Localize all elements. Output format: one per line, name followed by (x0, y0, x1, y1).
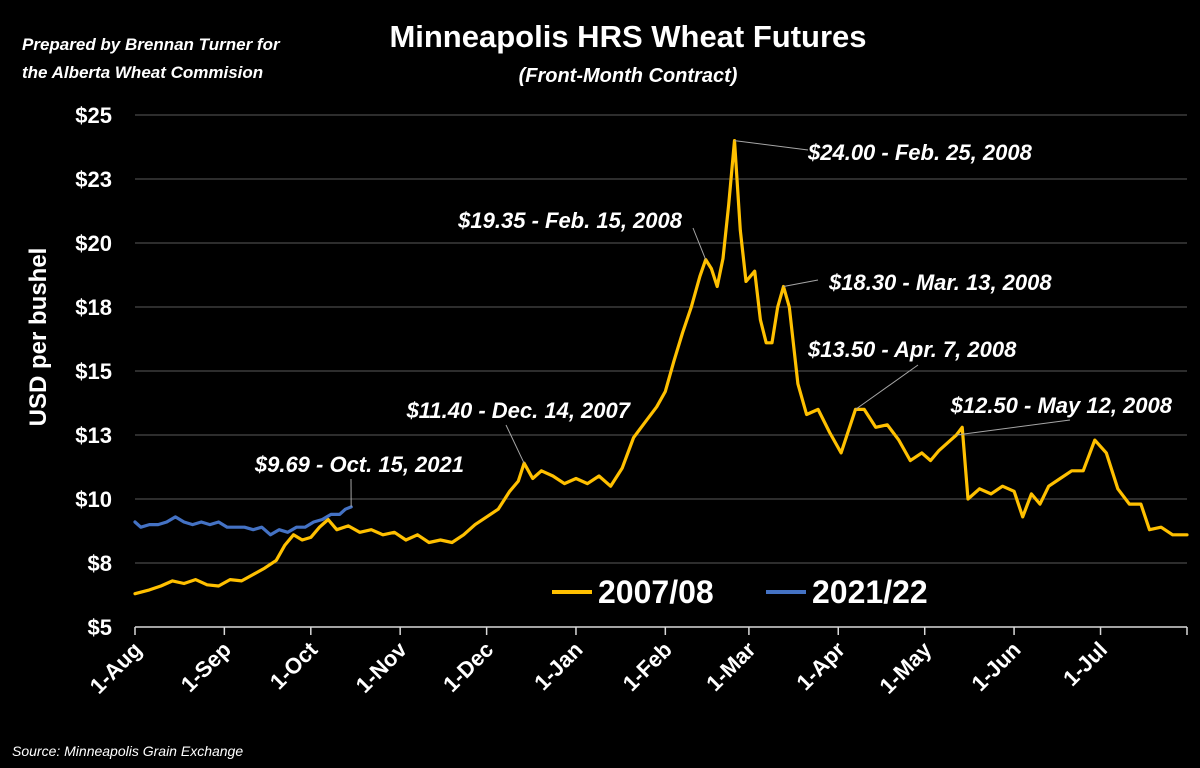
y-axis-label: USD per bushel (25, 248, 52, 427)
annotation-label: $18.30 - Mar. 13, 2008 (828, 270, 1052, 295)
y-tick-label: $10 (75, 487, 112, 512)
annotation-label: $13.50 - Apr. 7, 2008 (807, 337, 1017, 362)
chart-title: Minneapolis HRS Wheat Futures (389, 19, 866, 54)
annotation-label: $11.40 - Dec. 14, 2007 (406, 398, 632, 423)
legend: 2007/08 2021/22 (552, 574, 928, 610)
annotation-leader (734, 140, 809, 151)
source-note: Source: Minneapolis Grain Exchange (12, 743, 243, 759)
y-tick-label: $15 (75, 359, 112, 384)
annotation-leader (505, 424, 525, 464)
annotation-leader (783, 279, 819, 288)
annotations: $24.00 - Feb. 25, 2008 $19.35 - Feb. 15, … (254, 140, 1173, 507)
y-tick-label: $18 (75, 295, 112, 320)
legend-label: 2021/22 (812, 574, 928, 610)
chart-subtitle: (Front-Month Contract) (519, 65, 738, 87)
annotation-leader (956, 419, 1071, 436)
y-tick-label: $13 (75, 423, 112, 448)
series-line-2007-08 (133, 139, 1189, 596)
annotation-label: $9.69 - Oct. 15, 2021 (254, 452, 464, 477)
annotation-label: $19.35 - Feb. 15, 2008 (457, 208, 683, 233)
y-tick-label: $8 (88, 551, 112, 576)
series-line-2021-22 (133, 505, 353, 537)
series-lines (133, 139, 1189, 596)
annotation-leader (692, 227, 707, 260)
y-tick-label: $5 (88, 615, 112, 640)
annotation-label: $24.00 - Feb. 25, 2008 (807, 140, 1033, 165)
credit-line-1: Prepared by Brennan Turner for (22, 35, 281, 54)
annotation-label: $12.50 - May 12, 2008 (950, 393, 1173, 418)
legend-label: 2007/08 (598, 574, 714, 610)
y-tick-label: $20 (75, 231, 112, 256)
gridlines (135, 114, 1187, 564)
y-tick-label: $25 (75, 103, 112, 128)
y-tick-label: $23 (75, 167, 112, 192)
credit-line-2: the Alberta Wheat Commision (22, 63, 263, 82)
annotation-leader (855, 364, 919, 410)
